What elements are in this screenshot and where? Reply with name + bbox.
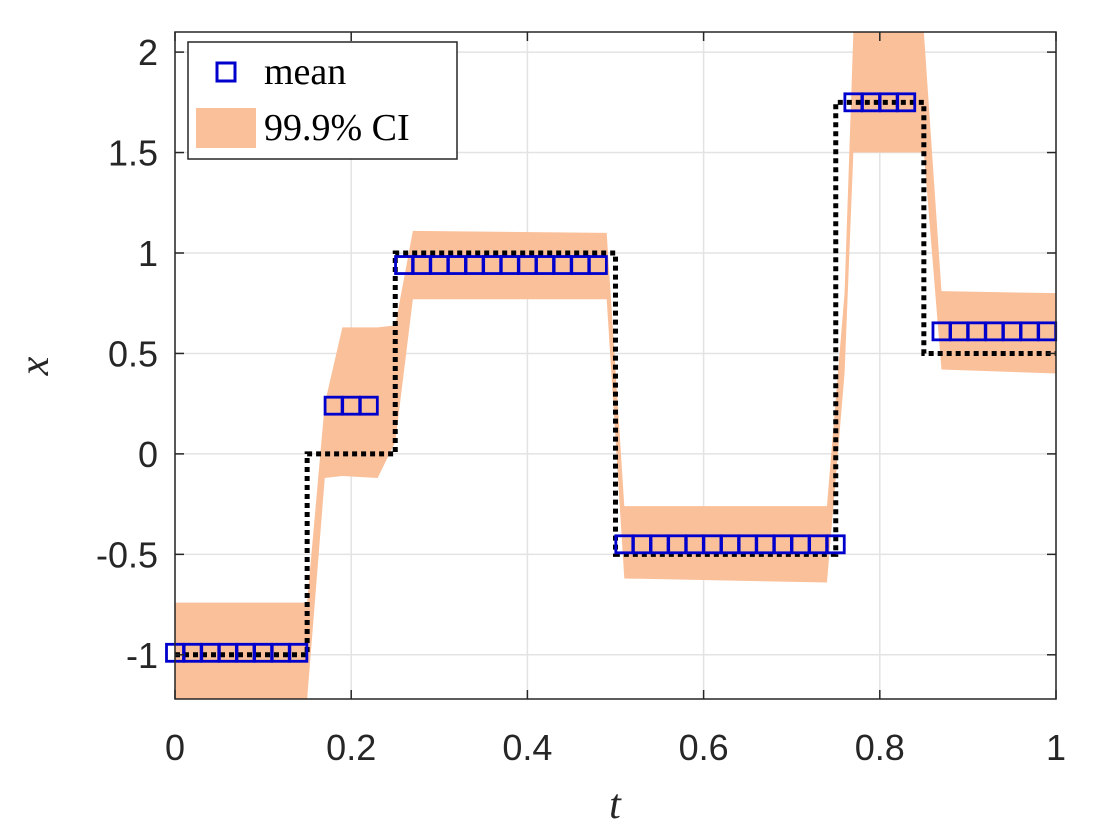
ci-band-layer [175,32,1056,699]
mean-markers-layer [165,92,1058,663]
x-tick-label: 0.8 [855,727,905,768]
true-signal-layer [175,99,1056,658]
mean-point [825,534,846,555]
x-tick-labels: 0 0.2 0.4 0.6 0.8 1 [165,727,1066,768]
x-tick-label: 0.4 [502,727,552,768]
legend-ci-label: 99.9% CI [264,107,410,149]
x-tick-label: 0.6 [679,727,729,768]
true-signal-line [175,99,1056,658]
y-tick-label: -0.5 [96,534,158,575]
mean-point [358,395,379,416]
x-tick-label: 1 [1046,727,1066,768]
legend: mean 99.9% CI [187,41,458,160]
y-tick-labels: -1 -0.5 0 0.5 1 1.5 2 [96,32,158,676]
axes-box [174,31,1057,700]
y-tick-label: 0.5 [108,333,158,374]
x-tick-label: 0.2 [326,727,376,768]
legend-ci-swatch [196,108,256,148]
legend-mean-label: mean [264,51,346,93]
y-tick-label: 1.5 [108,133,158,174]
mean-point [288,642,309,663]
y-tick-label: -1 [126,635,158,676]
x-tick-label: 0 [165,727,185,768]
y-tick-label: 1 [138,233,158,274]
legend-mean-marker [215,61,237,83]
y-tick-label: 0 [138,434,158,475]
ci-band [175,32,1056,699]
mean-point [587,255,608,275]
tick-marks [174,32,1057,699]
y-axis-label: x [12,356,58,376]
y-tick-label: 2 [138,32,158,73]
x-axis-label: t [609,782,622,828]
mean-point [896,92,917,113]
